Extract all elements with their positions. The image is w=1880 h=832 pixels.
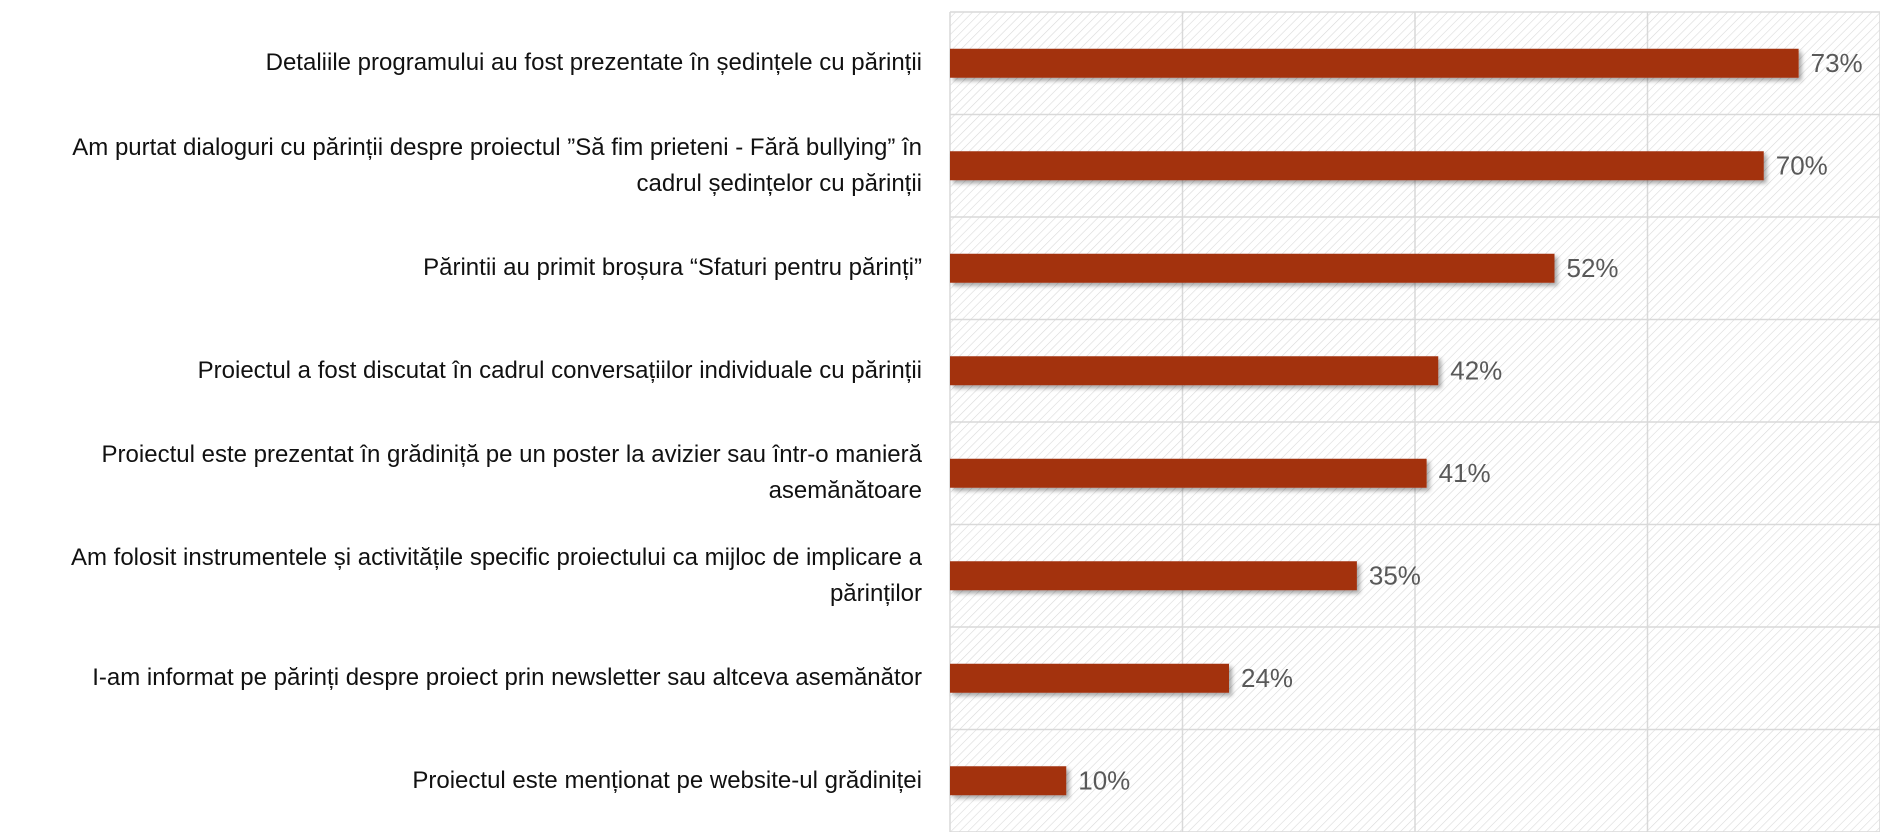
value-label: 70% [1776, 151, 1828, 181]
bar [950, 151, 1764, 181]
bar [950, 766, 1067, 796]
category-label: Proiectul a fost discutat în cadrul conv… [197, 356, 922, 384]
category-label: Am purtat dialoguri cu părinții despre p… [72, 133, 922, 197]
bar [950, 663, 1229, 693]
category-label: I-am informat pe părinți despre proiect … [92, 664, 922, 692]
value-label: 24% [1241, 663, 1293, 693]
bar [950, 561, 1357, 591]
value-label: 10% [1078, 766, 1130, 796]
bar [950, 458, 1427, 488]
value-label: 73% [1811, 48, 1863, 78]
value-label: 52% [1567, 253, 1619, 283]
bar [950, 356, 1439, 386]
value-label: 35% [1369, 561, 1421, 591]
category-label: Părintii au primit broșura “Sfaturi pent… [423, 254, 922, 282]
category-label: Proiectul este prezentat în grădiniță pe… [101, 441, 922, 505]
value-label: 41% [1439, 458, 1491, 488]
category-label: Detaliile programului au fost prezentate… [265, 49, 922, 77]
value-label: 42% [1450, 356, 1502, 386]
category-label: Proiectul este menționat pe website-ul g… [412, 766, 922, 794]
bar [950, 48, 1799, 78]
category-label: Am folosit instrumentele și activitățile… [71, 543, 922, 607]
bar [950, 253, 1555, 283]
